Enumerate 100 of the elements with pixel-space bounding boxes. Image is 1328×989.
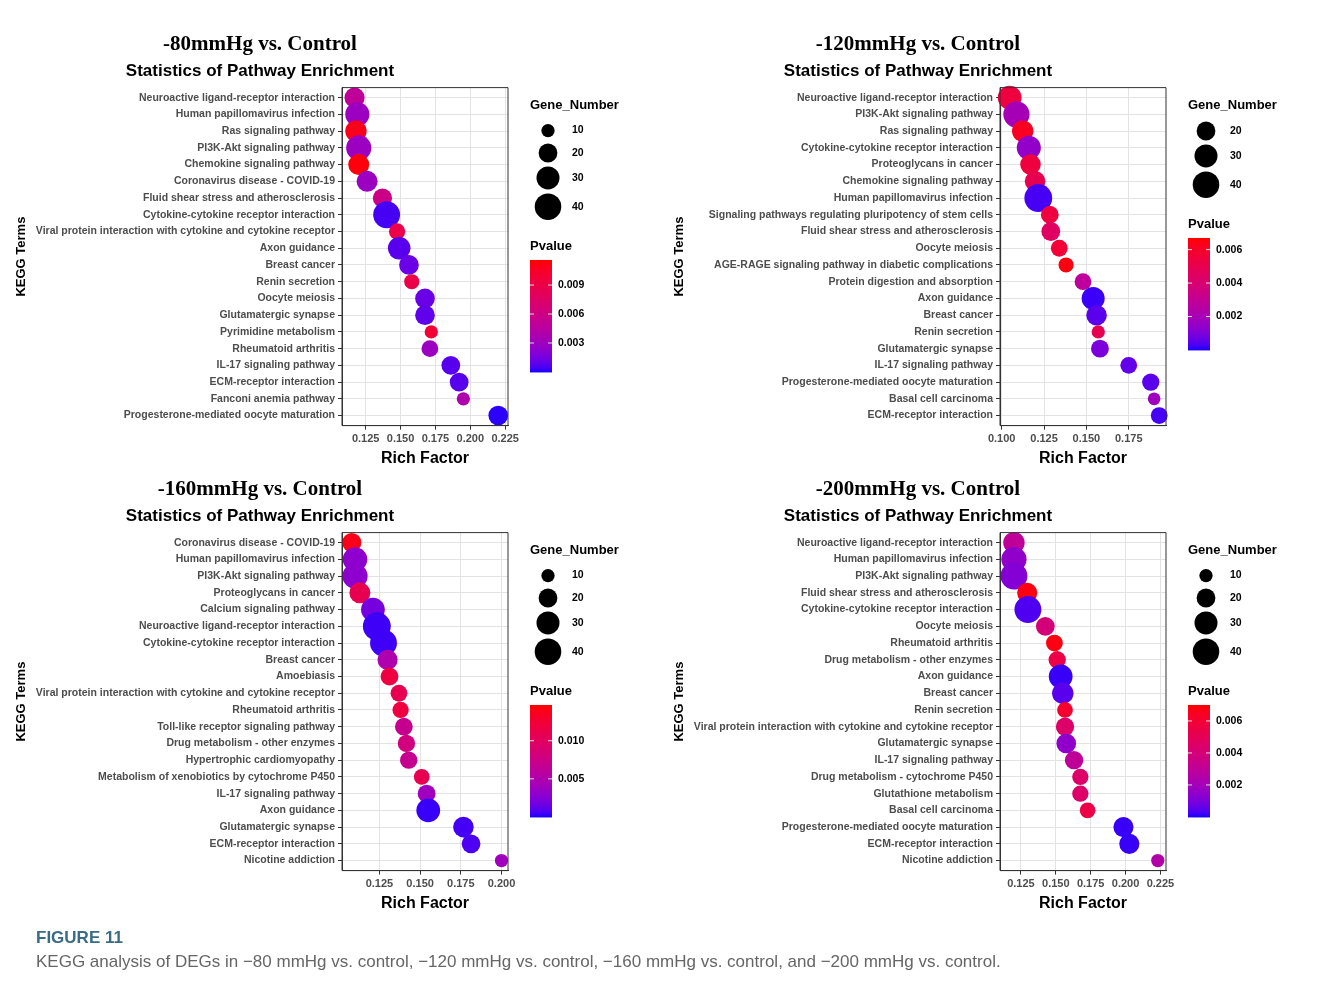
y-tick-label: Axon guidance [259, 803, 336, 816]
y-tick-label: Cytokine-cytokine receptor interaction [801, 140, 993, 153]
y-tick-label: IL-17 signaling pathway [874, 753, 994, 766]
legend-label: 10 [1230, 568, 1242, 581]
x-tick-label: 0.100 [987, 432, 1016, 445]
chart-title: -120mmHg vs. Control [815, 31, 1021, 56]
y-tick-label: Progesterone-mediated oocyte maturation [123, 408, 335, 421]
color-bar-title: Pvalue [1188, 215, 1230, 231]
legend-title: Gene_Number [1188, 542, 1277, 558]
y-tick-label: Breast cancer [265, 257, 335, 270]
text: KEGG analysis of DEGs in −80 mmHg vs. control, −120 mmHg vs. control, −160 mmHg vs. control, and −200 mmHg vs. control. [36, 952, 1002, 972]
y-tick-label: Protein digestion and absorption [828, 274, 993, 287]
y-tick-label: Drug metabolism - other enzymes [166, 736, 336, 749]
chart-subtitle: Statistics of Pathway Enrichment [125, 61, 395, 81]
chart-title: -200mmHg vs. Control [815, 476, 1021, 501]
legend-label: 10 [572, 568, 584, 581]
y-tick-label: Neuroactive ligand-receptor interaction [138, 619, 335, 632]
y-tick-label: Human papillomavirus infection [833, 190, 993, 203]
y-tick-label: IL-17 signaling pathway [216, 786, 336, 799]
y-tick-label: ECM-receptor interaction [867, 408, 993, 421]
y-tick-label: Glutamatergic synapse [219, 819, 336, 832]
color-bar-label: 0.006 [1216, 713, 1243, 726]
chart-title: -80mmHg vs. Control [163, 31, 358, 56]
legend-label: 20 [572, 145, 584, 158]
y-tick-label: Chemokine signaling pathway [184, 157, 336, 170]
y-tick-label: Viral protein interaction with cytokine and cytokine receptor [35, 686, 335, 699]
y-tick-label: ECM-receptor interaction [867, 836, 993, 849]
color-bar-label: 0.002 [1216, 777, 1243, 790]
y-tick-label: Amoebiasis [276, 669, 336, 682]
y-tick-label: Axon guidance [917, 291, 994, 304]
y-tick-label: IL-17 signaling pathway [874, 358, 994, 371]
y-tick-label: Coronavirus disease - COVID-19 [173, 174, 336, 187]
x-tick-label: 0.125 [351, 432, 380, 445]
y-tick-label: ECM-receptor interaction [209, 374, 335, 387]
y-axis-title: KEGG Terms [671, 661, 687, 742]
y-tick-label: Human papillomavirus infection [175, 107, 335, 120]
color-bar-label: 0.009 [558, 277, 585, 290]
y-tick-label: Viral protein interaction with cytokine and cytokine receptor [35, 224, 335, 237]
x-tick-label: 0.200 [487, 877, 516, 890]
y-tick-label: Rheumatoid arthritis [232, 341, 336, 354]
y-tick-label: Breast cancer [923, 686, 993, 699]
y-tick-label: Coronavirus disease - COVID-19 [173, 535, 336, 548]
y-tick-label: Ras signaling pathway [879, 124, 994, 136]
y-tick-label: PI3K-Akt signaling pathway [197, 140, 336, 153]
y-tick-label: PI3K-Akt signaling pathway [855, 107, 994, 120]
color-bar-label: 0.005 [558, 771, 585, 784]
y-tick-label: Viral protein interaction with cytokine and cytokine receptor [693, 719, 993, 732]
x-tick-label: 0.125 [1007, 877, 1035, 890]
x-tick-label: 0.225 [491, 432, 519, 445]
y-tick-label: Axon guidance [917, 669, 994, 682]
legend-label: 30 [572, 615, 584, 628]
y-tick-label: Cytokine-cytokine receptor interaction [801, 602, 993, 615]
y-tick-label: Human papillomavirus infection [833, 552, 993, 565]
legend-label: 40 [572, 644, 584, 657]
y-tick-label: Pyrimidine metabolism [220, 324, 335, 337]
color-bar-title: Pvalue [530, 237, 572, 253]
y-tick-label: Nicotine addiction [901, 853, 993, 866]
x-tick-label: 0.125 [1030, 432, 1058, 445]
x-axis-title: Rich Factor [380, 448, 470, 466]
y-tick-label: Toll-like receptor signaling pathway [157, 719, 336, 732]
y-tick-label: Cytokine-cytokine receptor interaction [143, 635, 335, 648]
y-tick-label: Proteoglycans in cancer [213, 585, 335, 598]
y-tick-label: Human papillomavirus infection [175, 552, 335, 565]
y-tick-label: Fluid shear stress and atherosclerosis [801, 585, 994, 598]
y-tick-label: Renin secretion [914, 324, 993, 337]
y-tick-label: Fluid shear stress and atherosclerosis [143, 190, 336, 203]
x-tick-label: 0.175 [1076, 877, 1105, 890]
y-axis-title: KEGG Terms [13, 216, 29, 297]
color-bar-label: 0.006 [1216, 242, 1243, 255]
x-tick-label: 0.200 [456, 432, 485, 445]
y-tick-label: ECM-receptor interaction [209, 836, 335, 849]
y-tick-label: Axon guidance [259, 241, 336, 254]
y-tick-label: Oocyte meiosis [915, 619, 994, 632]
chart-subtitle: Statistics of Pathway Enrichment [125, 506, 395, 526]
legend-label: 40 [572, 199, 584, 212]
chart-subtitle: Statistics of Pathway Enrichment [783, 506, 1053, 526]
y-tick-label: Fluid shear stress and atherosclerosis [801, 224, 994, 237]
legend-label: 40 [1230, 644, 1242, 657]
x-tick-label: 0.150 [386, 432, 415, 445]
y-tick-label: Fanconi anemia pathway [210, 391, 336, 404]
y-tick-label: Renin secretion [256, 274, 335, 287]
chart-subtitle: Statistics of Pathway Enrichment [783, 61, 1053, 81]
legend-label: 30 [1230, 148, 1242, 161]
y-tick-label: Hypertrophic cardiomyopathy [185, 753, 336, 766]
y-tick-label: Renin secretion [914, 702, 993, 715]
x-tick-label: 0.150 [1072, 432, 1101, 445]
y-tick-label: Neuroactive ligand-receptor interaction [796, 535, 993, 548]
y-tick-label: PI3K-Akt signaling pathway [197, 569, 336, 581]
y-tick-label: Cytokine-cytokine receptor interaction [143, 207, 335, 220]
x-axis-title: Rich Factor [1038, 448, 1128, 466]
y-axis-title: KEGG Terms [13, 661, 29, 742]
x-tick-label: 0.175 [421, 432, 450, 445]
y-tick-label: Glutamatergic synapse [877, 341, 994, 354]
legend-title: Gene_Number [1188, 97, 1277, 113]
color-bar-title: Pvalue [1188, 682, 1230, 698]
y-tick-label: Oocyte meiosis [915, 241, 994, 254]
y-tick-label: Glutathione metabolism [873, 786, 993, 799]
y-tick-label: Nicotine addiction [243, 853, 335, 866]
y-tick-label: Neuroactive ligand-receptor interaction [138, 90, 335, 103]
legend-label: 40 [1230, 177, 1242, 190]
